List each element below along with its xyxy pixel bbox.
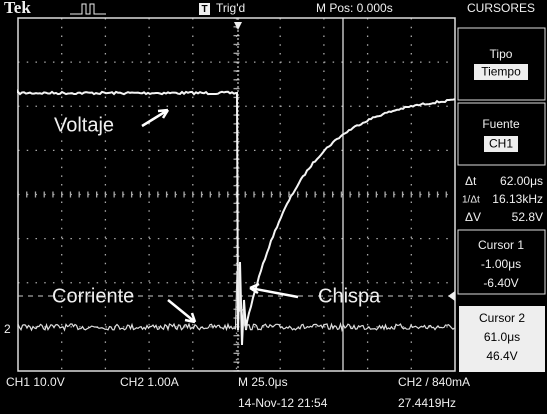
trigger-icon: T [201,4,207,15]
readout-label: ΔV [465,210,481,224]
timebase: M 25.0μs [238,375,288,389]
readout-value: 62.00μs [500,174,543,188]
cursor2-label: Cursor 2 [479,311,525,325]
channel-marker: 2 [4,322,11,336]
trigger-setting: CH2 / 840mA [398,375,470,389]
source-label: Fuente [482,117,520,131]
source-value: CH1 [489,137,513,151]
oscilloscope-screen: Tek T Trig'd M Pos: 0.000s CURSORES Tipo… [0,0,547,414]
horizontal-position: M Pos: 0.000s [316,1,393,15]
readout-value: 16.13kHz [492,192,543,206]
cursor2-time: 61.0μs [484,330,520,344]
brand: Tek [4,0,31,17]
ch2-scale: CH2 1.00A [120,375,179,389]
type-value: Tiempo [481,65,521,79]
cursor1-label: Cursor 1 [478,238,524,252]
menu-title: CURSORES [467,1,535,15]
readout-label: Δt [465,174,477,188]
cursor1-level: -6.40V [483,276,518,290]
date-time: 14-Nov-12 21:54 [238,396,328,410]
cursor1-time: -1.00μs [481,257,521,271]
cursor2-level: 46.4V [486,349,517,363]
trigger-frequency: 27.4419Hz [398,396,456,410]
readout-value: 52.8V [512,210,543,224]
current-annotation: Corriente [52,285,134,307]
type-label: Tipo [490,47,513,61]
ch1-scale: CH1 10.0V [6,375,65,389]
spark-annotation: Chispa [318,285,381,307]
trigger-state: Trig'd [216,1,245,15]
voltage-annotation: Voltaje [54,114,114,136]
readout-label: 1/Δt [462,195,480,206]
